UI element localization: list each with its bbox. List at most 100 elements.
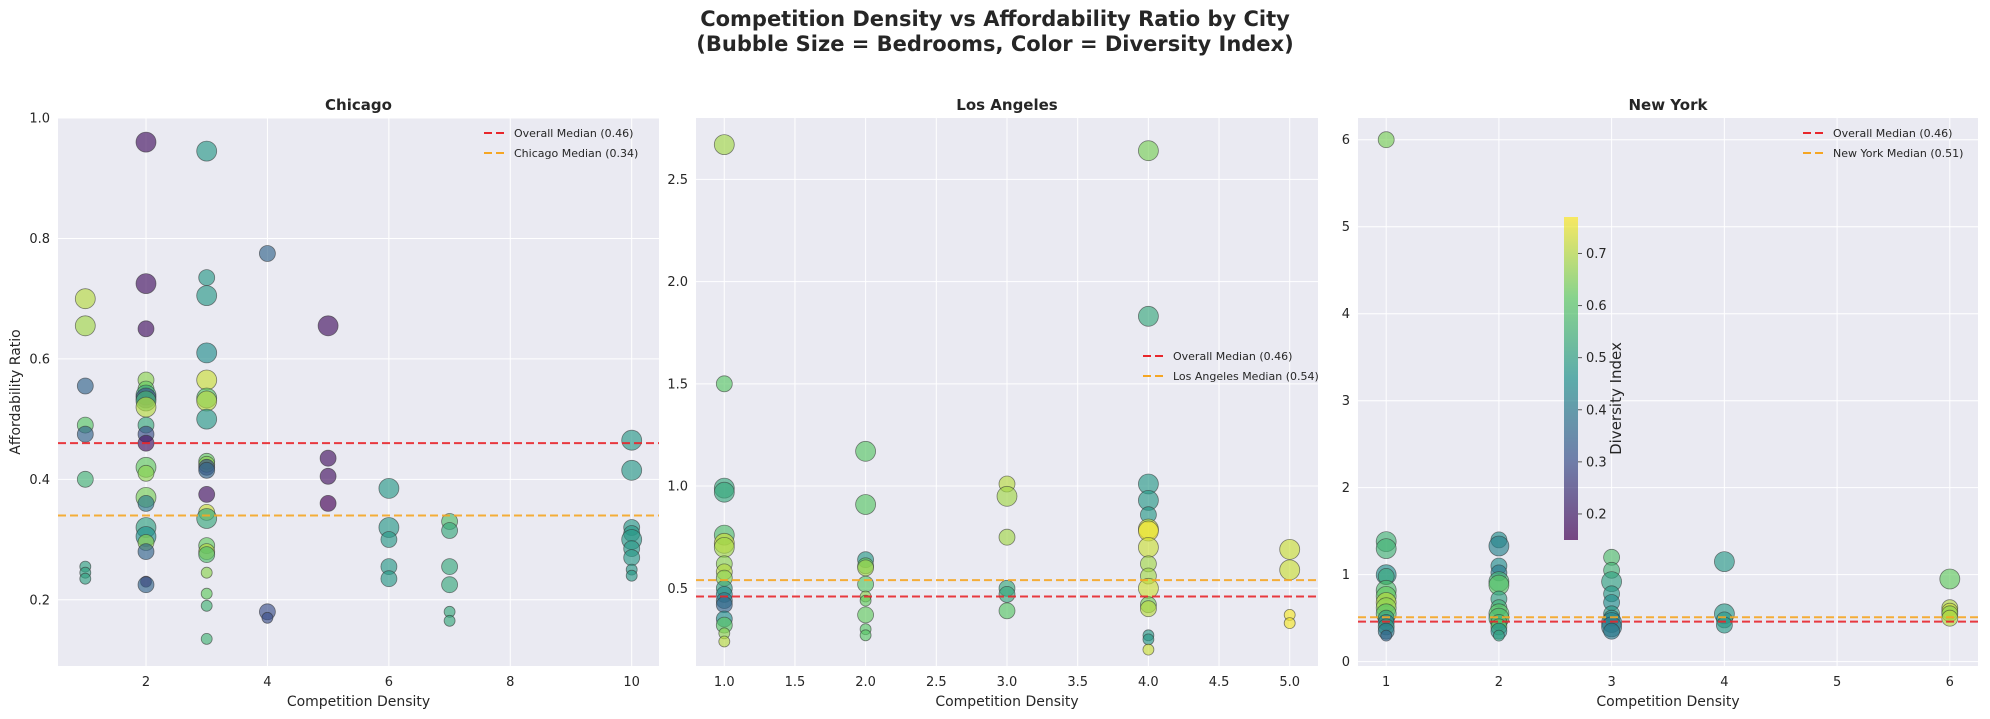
data-point bbox=[76, 425, 94, 443]
data-point bbox=[1138, 537, 1159, 558]
data-point bbox=[135, 273, 157, 295]
data-point bbox=[196, 390, 218, 412]
data-point bbox=[200, 566, 213, 579]
data-point bbox=[623, 549, 641, 566]
y-tick-label: 2 bbox=[1342, 481, 1350, 496]
x-tick-label: 2 bbox=[1495, 675, 1503, 690]
data-point bbox=[1142, 643, 1155, 656]
legend-label: New York Median (0.51) bbox=[1833, 147, 1963, 160]
data-point bbox=[441, 522, 459, 539]
panel-los-angeles: 1.0 1.5 2.0 2.5 3.0 3.5 4.0 4.5 5.0 0.5 1.0 1.5 2.0 2… bbox=[667, 96, 1318, 710]
y-axis-label: Affordability Ratio bbox=[8, 329, 24, 455]
y-tick-label: 2.5 bbox=[667, 173, 688, 188]
data-point bbox=[441, 576, 459, 594]
colorbar: 0.2 0.3 0.4 0.5 0.6 0.7 Diversity Index bbox=[1564, 217, 1625, 540]
y-tick-label: 0 bbox=[1342, 655, 1350, 670]
data-point bbox=[713, 537, 735, 558]
data-point bbox=[198, 461, 216, 479]
x-axis-label: Competition Density bbox=[1596, 694, 1739, 710]
data-point bbox=[74, 315, 96, 337]
colorbar-tick-label: 0.3 bbox=[1586, 455, 1607, 470]
data-point bbox=[196, 285, 218, 307]
data-point bbox=[196, 508, 218, 529]
colorbar-label: Diversity Index bbox=[1607, 342, 1625, 455]
data-point bbox=[1939, 568, 1961, 590]
data-point bbox=[1716, 616, 1733, 634]
colorbar-tick-label: 0.6 bbox=[1586, 299, 1607, 314]
data-point bbox=[1138, 140, 1159, 162]
data-point bbox=[135, 396, 157, 418]
x-tick-label: 8 bbox=[506, 675, 514, 690]
data-point bbox=[137, 494, 155, 512]
panel-title: New York bbox=[1629, 96, 1709, 114]
points bbox=[74, 131, 643, 645]
y-tick-label: 1 bbox=[1342, 568, 1350, 583]
data-point bbox=[137, 320, 155, 338]
x-tick-label: 1.0 bbox=[714, 675, 735, 690]
data-point bbox=[996, 485, 1018, 507]
x-tick-label: 1 bbox=[1382, 675, 1390, 690]
data-point bbox=[1279, 559, 1301, 581]
y-tick-label: 6 bbox=[1342, 133, 1350, 148]
points bbox=[713, 134, 1301, 656]
legend-label: Overall Median (0.46) bbox=[514, 127, 633, 140]
data-point bbox=[1603, 622, 1620, 640]
data-point bbox=[319, 467, 337, 485]
plot-area bbox=[58, 118, 659, 666]
data-point bbox=[200, 633, 213, 645]
data-point bbox=[857, 606, 874, 624]
colorbar-tick-label: 0.7 bbox=[1586, 247, 1607, 262]
x-tick-label: 4.0 bbox=[1138, 675, 1159, 690]
panel-title: Chicago bbox=[325, 96, 392, 114]
data-point bbox=[317, 315, 339, 337]
plot-area bbox=[1358, 118, 1978, 666]
data-point bbox=[1138, 305, 1159, 327]
data-point bbox=[621, 459, 643, 481]
colorbar-tick-label: 0.2 bbox=[1586, 507, 1607, 522]
y-tick-label: 0.5 bbox=[667, 582, 688, 597]
data-point bbox=[859, 594, 872, 607]
legend: Overall Median (0.46) Los Angeles Median … bbox=[1143, 350, 1319, 383]
data-point bbox=[998, 602, 1016, 620]
data-point bbox=[380, 531, 398, 548]
data-point bbox=[137, 464, 155, 482]
data-point bbox=[76, 377, 94, 395]
data-point bbox=[855, 494, 876, 515]
x-tick-label: 2.0 bbox=[855, 675, 876, 690]
y-tick-label: 0.6 bbox=[29, 352, 50, 367]
x-tick-label: 4.5 bbox=[1209, 675, 1230, 690]
data-point bbox=[1375, 538, 1397, 559]
data-point bbox=[196, 408, 218, 430]
data-point bbox=[1140, 600, 1157, 618]
y-tick-label: 1.0 bbox=[667, 480, 688, 495]
data-point bbox=[441, 558, 459, 575]
panel-title: Los Angeles bbox=[956, 96, 1058, 114]
x-tick-label: 4 bbox=[263, 675, 271, 690]
data-point bbox=[713, 134, 735, 156]
colorbar-tick-label: 0.5 bbox=[1586, 351, 1607, 366]
data-point bbox=[718, 635, 731, 648]
panel-new-york: 1 2 3 4 5 6 0 1 2 3 4 5 6 New York Competition Density… bbox=[1342, 96, 1978, 710]
data-point bbox=[1714, 551, 1735, 572]
y-tick-label: 3 bbox=[1342, 394, 1350, 409]
data-point bbox=[857, 559, 874, 577]
data-point bbox=[1488, 535, 1510, 557]
x-axis-label: Competition Density bbox=[287, 694, 430, 710]
data-point bbox=[1142, 633, 1155, 646]
data-point bbox=[198, 269, 216, 287]
legend: Overall Median (0.46) New York Median (0.… bbox=[1803, 127, 1963, 160]
legend-label: Los Angeles Median (0.54) bbox=[1173, 370, 1319, 383]
colorbar-gradient bbox=[1564, 217, 1578, 540]
data-point bbox=[1283, 617, 1296, 629]
data-point bbox=[319, 449, 337, 467]
data-point bbox=[443, 614, 456, 627]
x-tick-label: 3.5 bbox=[1067, 675, 1088, 690]
data-point bbox=[859, 629, 872, 642]
data-point bbox=[715, 596, 733, 614]
data-point bbox=[1493, 629, 1505, 642]
data-point bbox=[319, 494, 337, 512]
data-point bbox=[196, 140, 218, 162]
data-point bbox=[79, 572, 92, 585]
x-tick-label: 5.0 bbox=[1279, 675, 1300, 690]
